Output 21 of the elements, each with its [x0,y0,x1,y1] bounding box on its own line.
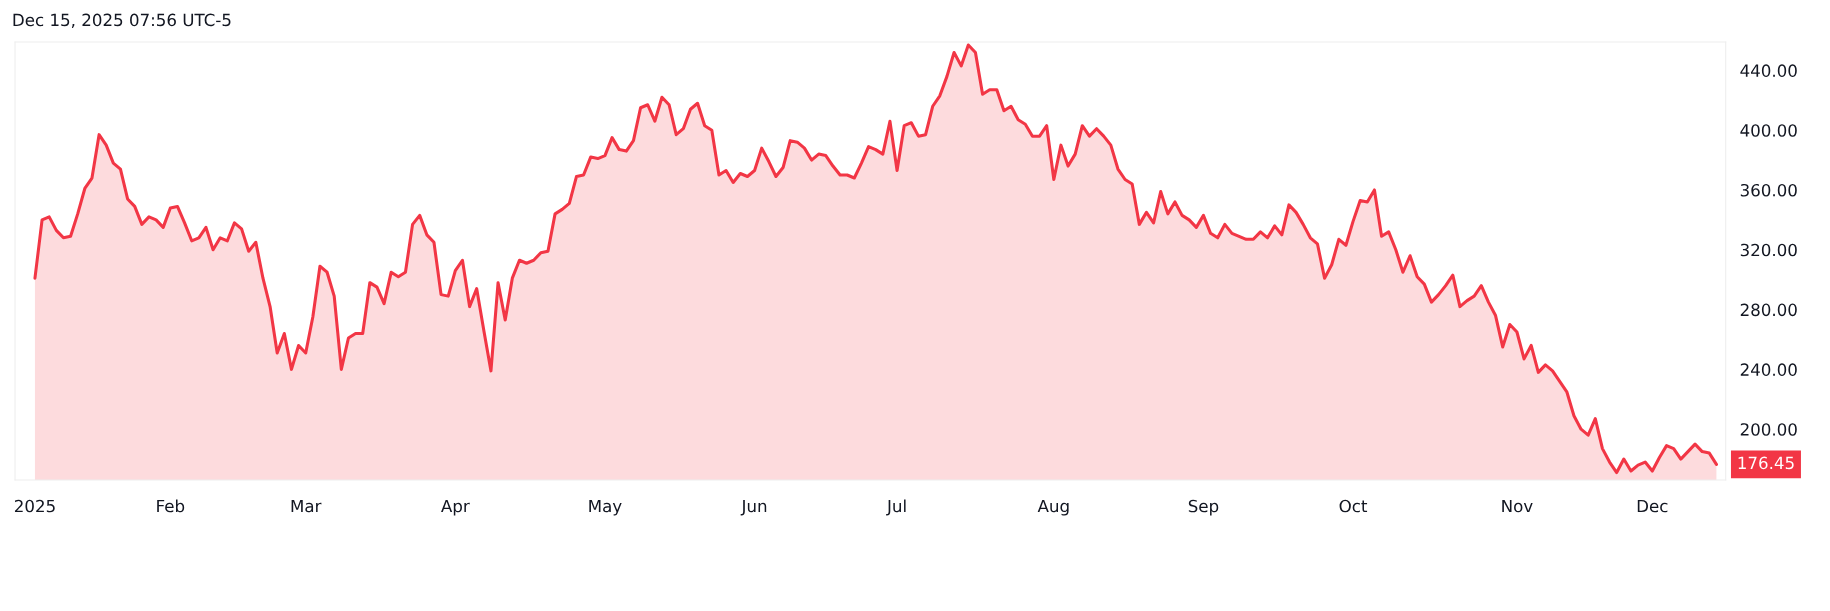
x-tick-label: Nov [1502,499,1533,513]
y-tick-label: 240.00 [1740,363,1797,376]
x-tick-label: Oct [1339,499,1368,513]
y-tick-label: 200.00 [1740,423,1797,436]
x-tick-label: 2025 [14,499,55,513]
x-tick-label: Feb [157,499,185,513]
x-tick-label: Aug [1037,499,1069,516]
text: Dec 15, 2025 07:56 UTC-5 [13,13,231,28]
y-tick-label: 400.00 [1740,124,1797,137]
x-tick-label: Apr [441,499,470,516]
x-tick-label: Dec [1637,499,1668,513]
y-tick-label: 440.00 [1740,64,1797,77]
y-tick-label: 360.00 [1740,183,1797,197]
x-tick-label: May [589,499,622,516]
x-tick-label: Mar [291,499,322,513]
x-tick-label: Jul [886,499,906,516]
x-tick-label: Jun [740,499,767,516]
text: 176.45 [1738,456,1794,470]
x-tick-label: Sep [1188,499,1219,516]
y-tick-label: 320.00 [1740,243,1797,257]
y-tick-label: 280.00 [1740,303,1797,317]
